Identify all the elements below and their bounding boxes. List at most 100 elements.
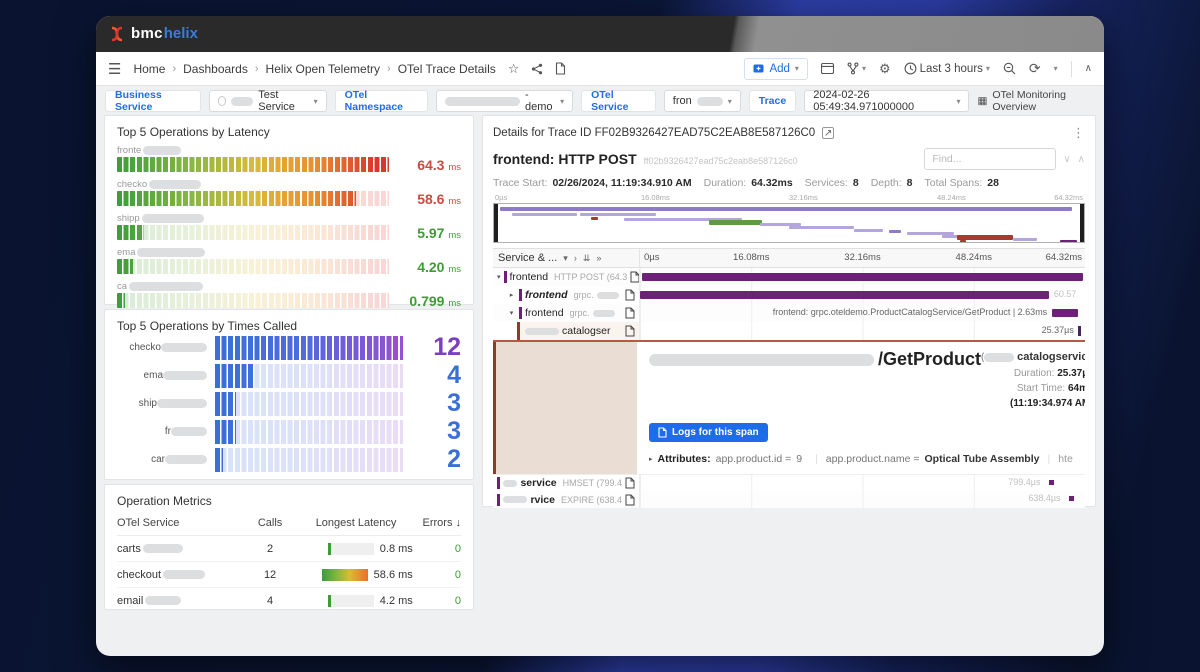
metrics-header-errors[interactable]: Errors ↓: [413, 517, 461, 529]
latency-mini-bar: [321, 568, 368, 581]
latency-row-label: checko: [117, 178, 148, 190]
business-service-select[interactable]: Test Service ▾: [208, 89, 327, 113]
twisty-closed-icon[interactable]: ▸: [509, 292, 514, 299]
span-logs-icon[interactable]: [625, 307, 635, 319]
external-link-icon[interactable]: ↗: [822, 127, 835, 139]
otel-namespace-select[interactable]: -demo ▾: [435, 89, 574, 113]
span-service-name: frontend: [525, 289, 568, 301]
branch-icon[interactable]: ▾: [847, 62, 866, 75]
span-row-selected[interactable]: catalogser 25.37µs: [493, 322, 1085, 340]
otel-namespace-label: OTel Namespace: [334, 89, 428, 113]
times-row: checko 12: [117, 334, 461, 361]
metrics-table-row[interactable]: carts 2 0.8 ms 0: [117, 536, 461, 562]
attributes-row[interactable]: ▸ Attributes: app.product.id = 9 | app.p…: [649, 453, 1073, 465]
twisty-open-icon[interactable]: ▾: [509, 310, 514, 317]
otel-monitoring-overview-link[interactable]: ▦ OTel Monitoring Overview: [977, 89, 1095, 113]
breadcrumb-dashboards[interactable]: Dashboards: [183, 61, 248, 76]
dropdown-caret-icon: ▾: [727, 96, 732, 106]
times-value: 3: [447, 417, 461, 445]
trace-start-value: 02/26/2024, 11:19:34.910 AM: [552, 176, 692, 189]
collapse-all-icon[interactable]: ⇊: [582, 252, 591, 263]
otel-service-select[interactable]: fron ▾: [663, 90, 741, 112]
span-row[interactable]: ▾ frontend grpc. frontend: grpc.oteldemo…: [493, 304, 1085, 322]
favorite-star-icon[interactable]: ☆: [507, 60, 520, 76]
twisty-open-icon[interactable]: ▾: [497, 274, 501, 281]
service-status-icon: [217, 96, 227, 106]
operation-metrics-panel: Operation Metrics OTel Service Calls Lon…: [104, 484, 474, 610]
services-label: Services:: [804, 176, 848, 189]
hamburger-menu-icon[interactable]: ☰: [108, 60, 122, 78]
service-color-mark: [497, 493, 500, 506]
service-column-header[interactable]: Service & ...: [498, 252, 558, 264]
depth-label: Depth:: [870, 176, 902, 189]
span-detail-content: /GetProduct ( catalogservice Duration: 2…: [637, 342, 1085, 474]
refresh-caret-icon[interactable]: ▾: [1053, 64, 1058, 73]
find-input[interactable]: [924, 148, 1057, 170]
span-logs-icon[interactable]: [625, 494, 635, 506]
find-next-icon[interactable]: ∧: [1077, 153, 1085, 165]
span-row[interactable]: ▸ frontend grpc. 60.57: [493, 286, 1085, 304]
report-icon[interactable]: [555, 62, 566, 75]
metrics-table-row[interactable]: email 4 4.2 ms 0: [117, 588, 461, 609]
span-logs-icon[interactable]: [630, 271, 639, 283]
trace-select[interactable]: 2024-02-26 05:49:34.971000000 ▾: [804, 89, 970, 113]
minimap-right-handle[interactable]: [1080, 204, 1084, 242]
times-row-label: ship: [138, 398, 157, 409]
span-logs-icon[interactable]: [625, 289, 635, 301]
minimap-tick: 16.08ms: [641, 193, 670, 202]
zoom-out-icon[interactable]: [1003, 62, 1016, 75]
detail-duration-value: 25.37µs: [1057, 367, 1085, 379]
expand-attributes-icon: ▸: [649, 455, 653, 463]
duration-label: Duration:: [703, 176, 747, 189]
panel-menu-icon[interactable]: ⋮: [1072, 125, 1085, 140]
add-panel-icon: [753, 63, 764, 74]
collapse-toolbar-icon[interactable]: ∧: [1084, 63, 1092, 74]
minimap-left-handle[interactable]: [494, 204, 498, 242]
times-row-label: checko: [129, 342, 161, 353]
brand-bar: bmchelix: [96, 16, 1104, 52]
minimap-tick: 32.16ms: [789, 193, 818, 202]
trace-subheader: frontend: HTTP POST ff02b9326427ead75c2e…: [493, 144, 1085, 174]
logs-for-span-button[interactable]: Logs for this span: [649, 422, 768, 442]
metrics-latency: 0.8 ms: [379, 542, 413, 555]
trace-minimap[interactable]: [493, 203, 1085, 243]
latency-unit: ms: [448, 195, 461, 207]
span-logs-icon[interactable]: [625, 325, 635, 337]
metrics-header-calls[interactable]: Calls: [257, 516, 283, 529]
share-icon[interactable]: [531, 63, 543, 75]
times-value: 2: [447, 445, 461, 473]
span-operation: HTTP POST (64.3: [554, 272, 628, 282]
refresh-icon[interactable]: ⟳: [1028, 60, 1041, 76]
breadcrumb-helix-open-telemetry[interactable]: Helix Open Telemetry: [265, 61, 381, 76]
metrics-calls: 4: [267, 594, 274, 607]
expand-all-icon[interactable]: »: [596, 253, 602, 263]
span-operation: HMSET (799.4: [562, 478, 622, 488]
app-window: bmchelix ☰ Home › Dashboards › Helix Ope…: [96, 16, 1104, 656]
span-row[interactable]: service HMSET (799.4 799.4µs: [493, 474, 1085, 491]
metrics-table-row[interactable]: checkout 12 58.6 ms 0: [117, 562, 461, 588]
span-logs-icon[interactable]: [625, 477, 635, 489]
latency-bar: [117, 225, 389, 240]
breadcrumb-home[interactable]: Home: [133, 61, 166, 76]
latency-value: 5.97: [417, 224, 445, 241]
logs-button-label: Logs for this span: [672, 426, 759, 438]
metrics-table-header: OTel Service Calls Longest Latency Error…: [117, 510, 461, 536]
latency-panel: Top 5 Operations by Latency fronte 64.3 …: [104, 115, 474, 309]
latency-bar: [117, 293, 389, 308]
metrics-header-latency[interactable]: Longest Latency: [315, 516, 397, 529]
breadcrumb-otel-trace-details[interactable]: OTel Trace Details: [397, 61, 496, 76]
panel-view-icon[interactable]: [820, 63, 834, 74]
find-prev-icon[interactable]: ∨: [1063, 153, 1071, 165]
metrics-panel-title: Operation Metrics: [117, 494, 212, 508]
expand-children-icon[interactable]: ›: [573, 253, 577, 263]
span-row[interactable]: ▾ frontend HTTP POST (64.3: [493, 268, 1085, 286]
add-button[interactable]: Add ▾: [744, 57, 808, 80]
span-row[interactable]: rvice EXPIRE (638.4 638.4µs: [493, 491, 1085, 508]
column-caret-icon[interactable]: ▾: [563, 252, 568, 263]
metrics-header-service[interactable]: OTel Service: [117, 516, 180, 529]
latency-row: fronte 64.3 ms: [117, 144, 461, 173]
settings-gear-icon[interactable]: ⚙: [878, 60, 891, 76]
times-value: 12: [433, 333, 461, 361]
redacted-text: [503, 496, 528, 503]
time-range-picker[interactable]: Last 3 hours ▾: [904, 62, 990, 75]
